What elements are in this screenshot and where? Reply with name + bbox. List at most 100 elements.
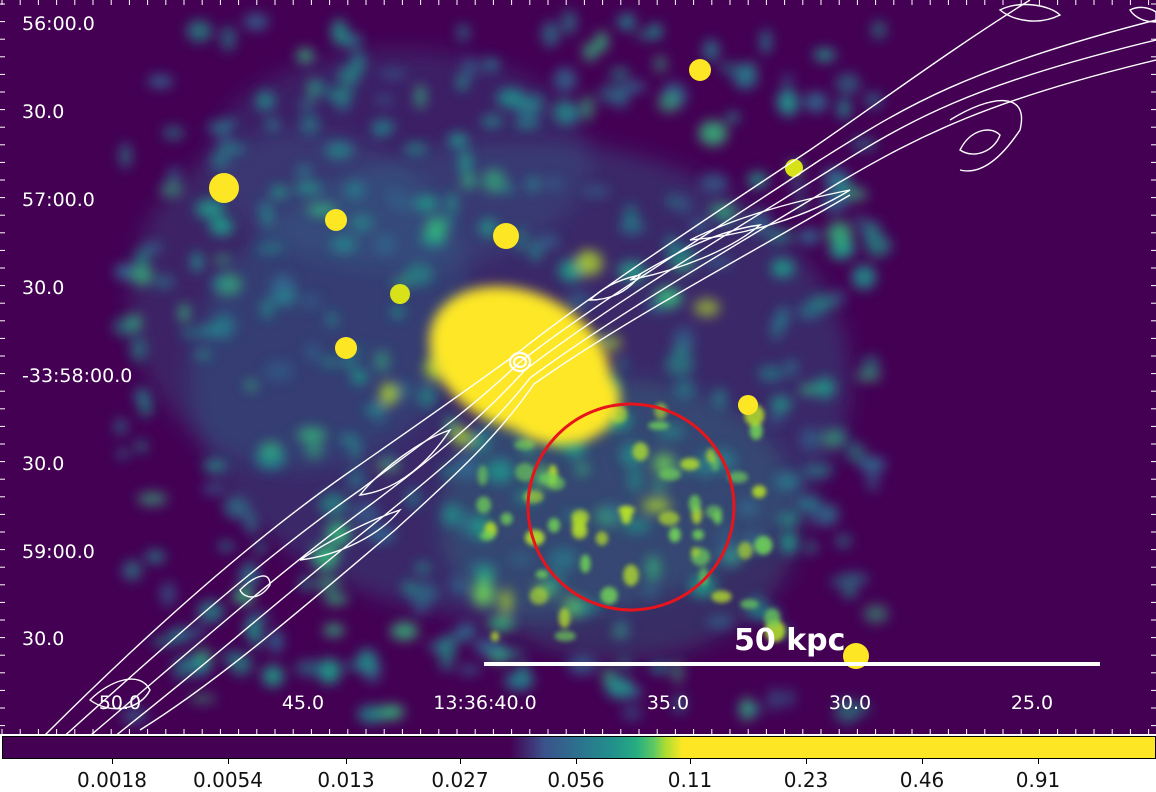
emission-blob [160,581,176,607]
emission-blob [705,448,716,463]
xray-image-panel [0,0,1156,734]
emission-blob [270,185,289,199]
emission-blob [194,648,213,666]
emission-blob [442,503,461,527]
emission-blob [595,31,608,53]
emission-blob [179,303,190,323]
emission-blob [220,25,236,52]
dec-tick-label: 30.0 [22,628,65,650]
ra-tick-label: 50.0 [98,692,142,714]
emission-blob [390,197,419,209]
emission-blob [211,276,228,291]
emission-blob [300,114,320,135]
ra-tick-label: 35.0 [646,692,690,714]
colorbar-tick-label: 0.11 [667,768,713,792]
emission-blob [530,92,544,115]
emission-blob [314,574,341,593]
emission-blob [203,460,227,472]
emission-blob [209,217,234,236]
emission-blob [476,496,492,514]
emission-blob [546,178,563,189]
emission-blob [233,588,254,605]
emission-blob [298,100,315,110]
emission-blob [658,511,680,526]
emission-blob [299,576,312,591]
emission-blob [667,245,696,267]
emission-blob [536,234,560,249]
emission-blob [180,328,199,339]
emission-blob [674,379,696,399]
emission-blob [255,90,276,111]
emission-blob [525,176,541,192]
colorbar-tick-label: 0.46 [899,768,945,792]
emission-blob [425,217,447,241]
scale-bar-label: 50 kpc [734,623,846,658]
emission-blob [738,541,753,560]
emission-blob [217,542,235,551]
sky-image-viewer[interactable]: 56:00.0 30.0 57:00.0 30.0 -33:58:00.0 30… [0,0,1156,734]
emission-blob [561,9,577,35]
emission-blob [269,629,283,654]
emission-blob [379,69,408,79]
ra-tick-label: 25.0 [1010,692,1054,714]
emission-blob [469,432,491,453]
emission-blob [352,503,379,525]
emission-blob [404,263,434,286]
emission-blob [749,421,763,440]
emission-blob [834,699,860,724]
emission-blob [114,263,137,280]
emission-blob [114,418,128,436]
emission-blob [351,369,368,385]
emission-blob [459,150,472,174]
emission-blob [612,626,627,638]
emission-blob [775,472,801,491]
emission-blob [294,182,323,195]
emission-blob [632,442,649,461]
emission-blob [863,604,889,623]
emission-blob [116,448,129,459]
colorbar-gradient [2,736,1156,759]
emission-blob [245,510,258,535]
emission-blob [646,555,661,581]
emission-blob [415,84,426,109]
emission-blob [802,465,833,477]
emission-blob [666,193,679,209]
emission-blob [657,93,681,113]
emission-blob [296,48,314,63]
emission-blob [479,586,494,597]
emission-blob [264,361,294,381]
emission-blob [390,622,419,640]
emission-blob [553,67,577,93]
emission-blob [514,439,535,450]
emission-blob [121,567,136,577]
emission-blob [548,547,578,572]
emission-blob [513,119,542,129]
emission-blob [844,188,868,201]
emission-blob [296,427,327,443]
emission-blob [134,250,149,267]
emission-blob [154,275,175,289]
emission-blob [271,274,295,298]
emission-blob [800,427,819,451]
emission-blob [378,705,405,720]
emission-blob [777,513,801,526]
emission-blob [439,636,451,649]
emission-blob [448,132,469,149]
emission-blob [764,608,781,628]
colorbar-tick-label: 0.0018 [77,768,147,792]
emission-blob [677,195,692,215]
emission-blob [799,384,818,395]
emission-blob [672,694,687,714]
emission-blob [515,462,535,482]
emission-blob [375,234,395,255]
colorbar-tick [1038,758,1039,764]
emission-blob [300,294,321,309]
emission-blob [835,73,861,95]
emission-blob [863,92,884,109]
emission-blob [830,289,846,306]
emission-blob [813,48,836,62]
emission-blob [760,29,772,55]
emission-blob [845,441,866,463]
emission-blob [296,164,312,178]
emission-blob [139,398,152,418]
